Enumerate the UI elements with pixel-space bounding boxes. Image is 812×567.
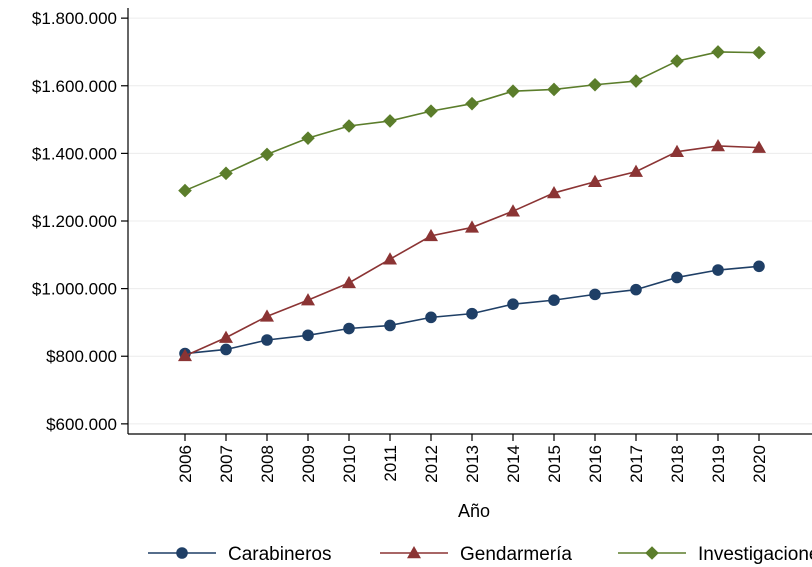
data-point-gendarmeria [178, 348, 192, 362]
series-layer [178, 45, 766, 362]
data-point-gendarmeria [383, 252, 397, 265]
data-point-gendarmeria [424, 228, 438, 242]
data-point-gendarmeria [752, 140, 766, 153]
legend-label: Gendarmería [460, 544, 572, 565]
data-point-investigaciones [260, 147, 274, 162]
series-gendarmeria [178, 138, 766, 362]
data-point-investigaciones [342, 119, 356, 133]
data-point-carabineros [466, 307, 478, 320]
data-point-investigaciones [465, 96, 479, 111]
x-tick-label: 2013 [463, 445, 482, 483]
x-tick-label: 2018 [668, 445, 687, 483]
y-tick-label: $800.000 [46, 347, 117, 366]
data-point-gendarmeria [260, 309, 274, 322]
data-point-gendarmeria [670, 144, 684, 157]
x-tick-label: 2016 [586, 445, 605, 483]
series-line-investigaciones [184, 51, 760, 192]
legend-marker [407, 546, 421, 559]
data-point-gendarmeria [219, 330, 233, 343]
x-tick-label: 2014 [504, 445, 523, 483]
y-tick-label: $1.600.000 [32, 77, 117, 96]
data-point-investigaciones [506, 84, 520, 98]
series-investigaciones [178, 45, 766, 198]
data-point-carabineros [261, 334, 273, 346]
data-point-investigaciones [588, 77, 602, 92]
data-point-carabineros [548, 294, 560, 306]
y-axis-ticks: $600.000 $800.000 $1.000.000 $1.200.000 $1.4… [32, 9, 128, 434]
data-point-investigaciones [547, 82, 561, 97]
x-tick-label: 2006 [176, 445, 195, 483]
gridlines [128, 17, 812, 425]
series-line-gendarmeria [184, 145, 760, 357]
data-point-carabineros [384, 319, 396, 332]
data-point-carabineros [712, 264, 724, 276]
data-point-investigaciones [711, 45, 725, 59]
data-point-carabineros [343, 322, 355, 335]
x-tick-label: 2017 [627, 445, 646, 483]
y-tick-label: $1.200.000 [32, 212, 117, 231]
data-point-carabineros [425, 311, 437, 324]
data-point-gendarmeria [547, 185, 561, 199]
data-point-carabineros [220, 343, 232, 356]
data-point-gendarmeria [629, 164, 643, 177]
data-point-carabineros [589, 288, 601, 301]
data-point-carabineros [630, 283, 642, 296]
data-point-investigaciones [629, 74, 643, 88]
y-tick-label: $1.800.000 [32, 9, 117, 28]
x-tick-label: 2007 [217, 445, 236, 483]
data-point-investigaciones [178, 183, 192, 198]
data-point-gendarmeria [506, 204, 520, 217]
data-point-investigaciones [301, 131, 315, 145]
data-point-investigaciones [383, 114, 397, 128]
data-point-gendarmeria [465, 220, 479, 233]
data-point-carabineros [302, 329, 314, 342]
data-point-investigaciones [670, 54, 684, 68]
data-point-investigaciones [424, 104, 438, 118]
x-axis-ticks: 2006 2007 2008 2009 2010 2011 2012 2013 2014 2015… [176, 434, 769, 483]
x-tick-label: 2015 [545, 445, 564, 483]
legend-label: Carabineros [228, 544, 332, 565]
data-point-gendarmeria [588, 174, 602, 188]
y-tick-label: $1.400.000 [32, 144, 117, 163]
legend-item-carabineros: Carabineros [148, 544, 332, 565]
x-tick-label: 2011 [381, 445, 400, 482]
data-point-gendarmeria [301, 293, 315, 306]
legend-label: Investigaciones [698, 544, 812, 565]
y-tick-label: $1.000.000 [32, 280, 117, 299]
x-tick-label: 2012 [422, 445, 441, 483]
y-tick-label: $600.000 [46, 415, 117, 434]
x-tick-label: 2010 [340, 445, 359, 483]
x-tick-label: 2008 [258, 445, 277, 483]
data-point-carabineros [753, 260, 765, 273]
data-point-investigaciones [752, 45, 766, 60]
data-point-carabineros [671, 271, 683, 284]
legend: Carabineros Gendarmería Investigaciones [148, 544, 812, 565]
data-point-investigaciones [219, 166, 233, 181]
data-point-gendarmeria [711, 138, 725, 152]
legend-item-gendarmeria: Gendarmería [380, 544, 572, 565]
legend-item-investigaciones: Investigaciones [618, 544, 812, 565]
data-point-gendarmeria [342, 275, 356, 289]
legend-marker [645, 546, 659, 560]
data-point-carabineros [507, 298, 519, 310]
x-tick-label: 2020 [750, 445, 769, 483]
x-tick-label: 2009 [299, 445, 318, 483]
series-carabineros [179, 260, 765, 360]
x-axis-title: Año [458, 501, 490, 521]
legend-marker [176, 547, 188, 559]
x-tick-label: 2019 [709, 445, 728, 483]
